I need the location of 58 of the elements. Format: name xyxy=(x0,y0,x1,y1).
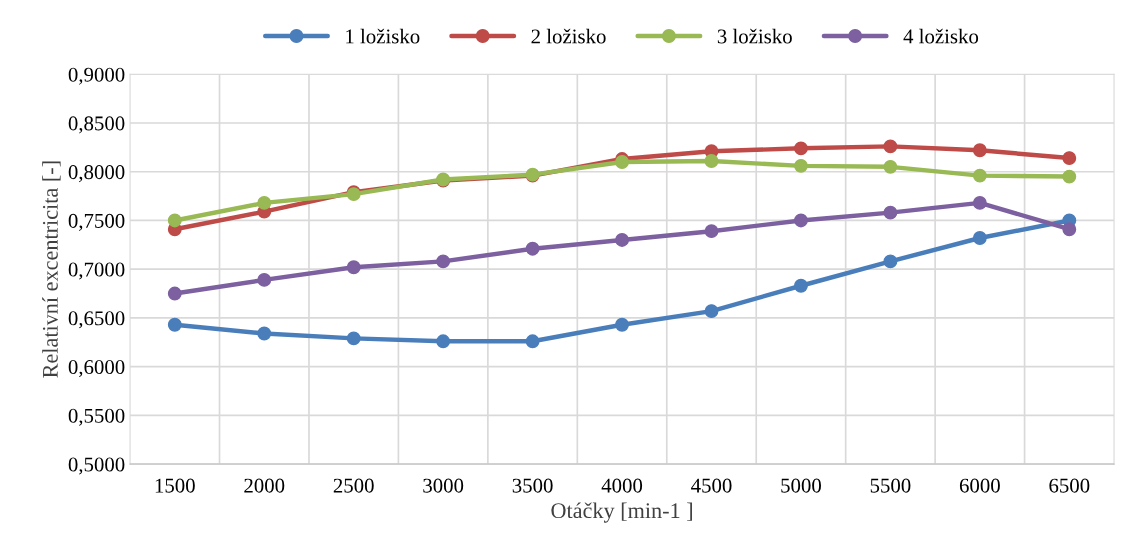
point xyxy=(883,139,898,154)
point xyxy=(883,159,898,174)
x-tick-label: 5000 xyxy=(781,478,821,493)
x-tick-label: 2000 xyxy=(244,478,285,493)
legend-label: 2 ložisko xyxy=(531,28,606,44)
y-tick-label: 0,7500 xyxy=(68,213,125,231)
x-tick-label: 3000 xyxy=(423,478,464,493)
point xyxy=(257,272,272,287)
y-axis-title: Relativní excentricita [-] xyxy=(42,161,61,378)
x-tick-label: 3500 xyxy=(512,478,553,493)
point xyxy=(794,278,808,293)
legend-label: 1 ložisko xyxy=(346,28,420,44)
point xyxy=(167,213,182,228)
point xyxy=(257,195,272,210)
point xyxy=(972,195,987,210)
x-tick-label: 5500 xyxy=(870,478,911,493)
x-tick-label: 4000 xyxy=(601,478,643,493)
point xyxy=(883,205,898,220)
x-tick-label: 1500 xyxy=(155,478,195,493)
point xyxy=(704,224,719,239)
point xyxy=(794,158,808,173)
legend-label: 4 ložisko xyxy=(903,28,979,44)
y-tick-label: 0,9000 xyxy=(68,67,125,85)
x-axis-title: Otáčky [min-1 ] xyxy=(551,502,692,523)
point xyxy=(167,286,182,301)
point xyxy=(794,213,808,228)
point xyxy=(972,168,987,183)
point xyxy=(704,304,719,319)
y-tick-label: 0,7000 xyxy=(68,262,125,280)
point xyxy=(346,331,361,346)
point xyxy=(615,317,629,332)
legend-label: 3 ložisko xyxy=(717,28,792,44)
point xyxy=(972,231,987,245)
point xyxy=(257,326,272,341)
point xyxy=(167,317,182,332)
point xyxy=(525,334,540,349)
point xyxy=(972,143,987,158)
point xyxy=(794,141,808,156)
point xyxy=(615,232,629,247)
point xyxy=(525,241,540,256)
point xyxy=(883,254,898,269)
y-tick-label: 0,6000 xyxy=(68,360,125,378)
point xyxy=(346,260,361,275)
point xyxy=(1062,169,1077,184)
point xyxy=(704,154,719,168)
x-tick-label: 2500 xyxy=(333,478,374,493)
point xyxy=(436,254,451,269)
point xyxy=(436,334,451,349)
y-tick-label: 0,5000 xyxy=(68,457,125,475)
point xyxy=(1062,151,1077,166)
y-tick-label: 0,6500 xyxy=(68,311,125,329)
point xyxy=(1062,222,1077,237)
x-tick-label: 6500 xyxy=(1049,478,1090,493)
x-tick-label: 4500 xyxy=(691,478,732,493)
y-tick-label: 0,8000 xyxy=(68,165,125,183)
y-tick-label: 0,8500 xyxy=(68,116,125,134)
y-tick-label: 0,5500 xyxy=(68,408,125,426)
x-tick-label: 6000 xyxy=(959,478,1000,493)
